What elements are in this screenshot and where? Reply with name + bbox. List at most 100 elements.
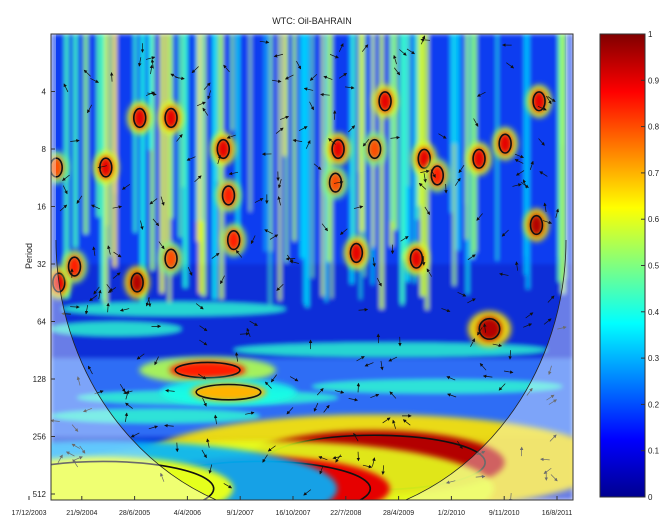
coherence-region — [124, 266, 150, 300]
phase-arrow — [393, 54, 397, 65]
phase-arrow — [71, 443, 81, 449]
coherence-region — [411, 142, 437, 176]
phase-arrow — [158, 241, 165, 250]
phase-arrow — [109, 72, 114, 82]
phase-arrow — [165, 388, 175, 393]
coherence-region — [51, 151, 69, 185]
phase-arrow — [543, 467, 552, 474]
phase-arrow — [259, 40, 270, 44]
phase-arrow — [548, 399, 557, 405]
colorbar-tick-label: 0.6 — [648, 215, 660, 224]
phase-arrow — [406, 48, 415, 55]
phase-arrow — [323, 75, 333, 80]
coherence-region — [221, 223, 247, 257]
phase-arrow — [430, 169, 436, 178]
phase-arrow — [446, 480, 456, 484]
phase-arrow — [499, 272, 509, 277]
phase-arrow — [226, 134, 236, 139]
phase-arrow — [175, 76, 185, 81]
phase-arrow — [154, 356, 159, 366]
x-tick-label: 21/9/2004 — [66, 510, 97, 517]
phase-arrow — [423, 173, 427, 183]
coherence-region — [158, 242, 184, 276]
phase-arrow — [402, 419, 411, 426]
x-tick-label: 1/2/2010 — [438, 510, 465, 517]
phase-arrow — [83, 69, 91, 77]
phase-arrow — [123, 390, 133, 395]
phase-arrow — [525, 312, 534, 319]
phase-arrow — [457, 440, 463, 449]
phase-arrow — [305, 140, 311, 149]
phase-arrow — [107, 245, 111, 255]
coherence-region — [467, 310, 512, 347]
phase-arrow — [319, 465, 324, 475]
phase-arrow — [211, 252, 220, 259]
phase-arrow — [186, 156, 196, 161]
phase-arrow — [234, 352, 239, 362]
coherence-region — [160, 378, 297, 406]
y-tick-label: 512 — [33, 490, 47, 499]
phase-arrow — [119, 383, 126, 393]
phase-arrow — [473, 118, 479, 127]
phase-arrow — [338, 43, 344, 52]
phase-arrow — [223, 483, 233, 489]
phase-arrow — [475, 474, 486, 479]
coherence-region — [158, 101, 184, 135]
phase-arrow — [447, 393, 457, 398]
phase-arrow — [298, 126, 308, 132]
phase-arrow — [203, 82, 211, 90]
coherence-region — [403, 242, 429, 276]
phase-arrow — [113, 251, 122, 258]
phase-arrow — [538, 138, 545, 146]
coherence-region — [362, 132, 388, 166]
phase-arrow — [270, 374, 277, 383]
phase-arrow — [223, 64, 230, 73]
y-tick-label: 4 — [42, 88, 47, 97]
x-tick-label: 28/4/2009 — [383, 510, 414, 517]
colorbar — [599, 33, 646, 498]
phase-arrow — [130, 432, 140, 438]
colorbar-tick-label: 0.2 — [648, 400, 660, 409]
phase-arrow — [84, 304, 89, 315]
coherence-region — [51, 440, 338, 500]
phase-arrow — [547, 295, 555, 303]
colorbar-tick-label: 0.5 — [648, 262, 660, 271]
colorbar-tick-label: 0.4 — [648, 308, 660, 317]
phase-arrow — [279, 115, 290, 120]
phase-arrow — [503, 370, 514, 374]
phase-arrow — [501, 229, 509, 237]
phase-arrow — [482, 374, 493, 379]
phase-arrow — [246, 327, 251, 337]
phase-arrow — [289, 260, 299, 264]
phase-arrow — [333, 180, 344, 185]
phase-arrow — [476, 450, 486, 456]
phase-arrow — [98, 289, 102, 300]
phase-arrow — [152, 218, 160, 227]
phase-arrow — [76, 195, 83, 204]
phase-arrow — [286, 407, 294, 415]
phase-arrow — [309, 101, 314, 111]
phase-arrow — [112, 272, 121, 279]
phase-arrow — [389, 391, 397, 399]
phase-arrow — [340, 228, 348, 235]
phase-arrow — [454, 177, 461, 186]
phase-arrow — [313, 402, 319, 412]
x-tick-label: 16/10/2007 — [275, 510, 310, 517]
plot-area — [51, 34, 573, 500]
phase-arrow — [196, 101, 206, 107]
coherence-region — [526, 84, 552, 118]
phase-arrow — [420, 38, 431, 42]
phase-arrow — [289, 376, 299, 382]
x-tick-label: 17/12/2003 — [11, 510, 46, 517]
phase-arrow — [441, 308, 451, 313]
x-tick-label: 4/4/2006 — [174, 510, 201, 517]
phase-arrow — [514, 153, 524, 159]
coherence-region — [93, 151, 119, 185]
phase-arrow — [275, 127, 284, 134]
phase-arrow — [149, 64, 154, 75]
y-tick-label: 16 — [37, 203, 46, 212]
phase-arrow — [380, 360, 384, 371]
phase-arrow — [393, 67, 401, 76]
y-tick-label: 256 — [33, 433, 47, 442]
phase-arrow — [388, 356, 398, 362]
